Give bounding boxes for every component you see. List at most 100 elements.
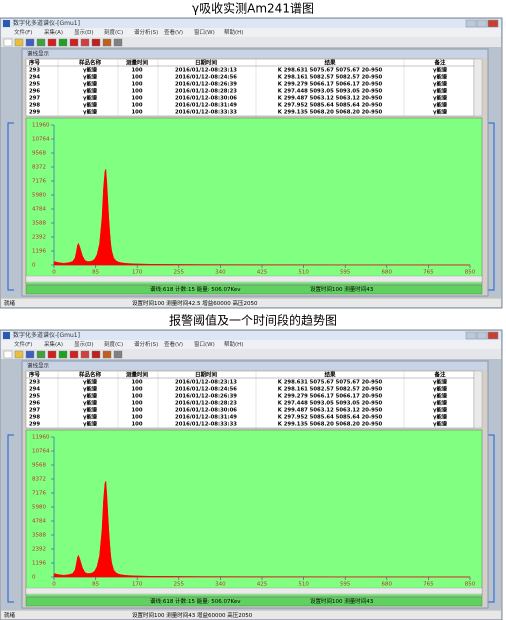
table-header[interactable]: 测量时间 bbox=[126, 58, 149, 66]
table-cell: γ能谱 bbox=[433, 80, 448, 88]
table-cell: 100 bbox=[131, 380, 142, 386]
toolbar-button[interactable] bbox=[3, 38, 13, 47]
toolbar-button[interactable] bbox=[47, 38, 57, 47]
toolbar-button[interactable] bbox=[102, 350, 112, 359]
spectrum-area bbox=[53, 168, 471, 266]
menu-item[interactable]: 文件(F) bbox=[14, 340, 32, 348]
table-cell: 297 bbox=[29, 96, 40, 102]
menu-item[interactable]: 刻度(C) bbox=[104, 28, 123, 36]
table-header[interactable]: 日期时间 bbox=[195, 370, 218, 378]
toolbar-button[interactable] bbox=[113, 38, 123, 47]
toolbar-button[interactable] bbox=[36, 350, 46, 359]
table-cell: K 299.135 5068.20 5068.20 20-950 bbox=[278, 110, 383, 116]
table-cell: 100 bbox=[131, 96, 142, 102]
table-cell: γ能谱 bbox=[83, 94, 98, 102]
table-cell: 100 bbox=[131, 103, 142, 109]
toolbar bbox=[1, 349, 501, 359]
table-header[interactable]: 结果 bbox=[324, 58, 336, 66]
window-button[interactable] bbox=[476, 331, 488, 340]
table-cell: γ能谱 bbox=[433, 392, 448, 400]
toolbar-button[interactable] bbox=[25, 350, 35, 359]
table-cell: 293 bbox=[29, 68, 40, 74]
toolbar-button[interactable] bbox=[113, 350, 123, 359]
toolbar-button[interactable] bbox=[91, 350, 101, 359]
y-tick-label: 2392 bbox=[32, 235, 46, 241]
toolbar-button[interactable] bbox=[102, 38, 112, 47]
footer-text: 就绪 bbox=[4, 299, 16, 307]
window-title: 数字化多道谱仪-[Gmu1] bbox=[13, 19, 80, 27]
menu-item[interactable]: 谱分析(S) bbox=[134, 28, 158, 36]
menu-item[interactable]: 帮助(H) bbox=[224, 28, 243, 36]
x-tick-label: 510 bbox=[298, 582, 309, 588]
toolbar-button[interactable] bbox=[80, 38, 90, 47]
menu-item[interactable]: 文件(F) bbox=[14, 28, 32, 36]
y-tick-label: 9568 bbox=[32, 463, 46, 469]
table-header[interactable]: 序号 bbox=[28, 370, 41, 378]
window-button[interactable] bbox=[487, 19, 499, 28]
menu-item[interactable]: 显示(D) bbox=[74, 341, 94, 348]
table-cell: K 298.161 5082.57 5082.57 20-950 bbox=[278, 75, 383, 81]
table-cell: γ能谱 bbox=[83, 420, 98, 428]
menu-item[interactable]: 帮助(H) bbox=[224, 340, 243, 348]
x-tick-label: 850 bbox=[465, 582, 476, 588]
toolbar-button[interactable] bbox=[69, 38, 79, 47]
toolbar-button[interactable] bbox=[25, 38, 35, 47]
x-tick-label: 85 bbox=[92, 270, 99, 276]
title-bar bbox=[1, 331, 501, 340]
x-tick-label: 255 bbox=[174, 582, 185, 588]
x-tick-label: 255 bbox=[174, 270, 185, 276]
table-header[interactable]: 样品名称 bbox=[79, 370, 102, 378]
toolbar-button[interactable] bbox=[58, 350, 68, 359]
table-header[interactable]: 序号 bbox=[28, 58, 41, 66]
toolbar-button[interactable] bbox=[80, 350, 90, 359]
menu-item[interactable]: 查看(V) bbox=[164, 28, 183, 36]
menu-bar bbox=[1, 340, 501, 349]
y-tick-label: 9568 bbox=[32, 151, 46, 157]
menu-item[interactable]: 采集(A) bbox=[44, 340, 63, 348]
table-header[interactable]: 结果 bbox=[324, 370, 336, 378]
table-cell: K 298.631 5075.67 5075.67 20-950 bbox=[278, 68, 383, 74]
table-cell: γ能谱 bbox=[433, 87, 448, 95]
toolbar-button[interactable] bbox=[14, 38, 24, 47]
table-cell: γ能谱 bbox=[83, 87, 98, 95]
table-header[interactable]: 测量时间 bbox=[126, 370, 149, 378]
window-button[interactable] bbox=[476, 19, 488, 28]
toolbar-button[interactable] bbox=[58, 38, 68, 47]
menu-item[interactable]: 谱分析(S) bbox=[134, 340, 158, 348]
menu-item[interactable]: 查看(V) bbox=[164, 340, 183, 348]
window-button[interactable] bbox=[465, 331, 477, 340]
menu-item[interactable]: 显示(D) bbox=[74, 29, 94, 36]
x-tick-label: 170 bbox=[132, 582, 143, 588]
x-tick-label: 850 bbox=[465, 270, 476, 276]
menu-item[interactable]: 采集(A) bbox=[44, 28, 63, 36]
toolbar-button[interactable] bbox=[3, 350, 13, 359]
toolbar-button[interactable] bbox=[47, 350, 57, 359]
app-icon bbox=[3, 332, 10, 339]
toolbar-button[interactable] bbox=[69, 350, 79, 359]
y-tick-label: 7176 bbox=[32, 491, 46, 497]
table-cell: 2016/01/12-08:33:33 bbox=[175, 422, 237, 428]
menu-item[interactable]: 窗口(W) bbox=[194, 28, 215, 36]
table-cell: 297 bbox=[29, 408, 40, 414]
table-header[interactable]: 样品名称 bbox=[79, 58, 102, 66]
footer-text: 就绪 bbox=[4, 611, 16, 619]
footer-bar bbox=[1, 299, 501, 307]
menu-item[interactable]: 窗口(W) bbox=[194, 340, 215, 348]
menu-item[interactable]: 刻度(C) bbox=[104, 340, 123, 348]
table-cell: 296 bbox=[29, 401, 40, 407]
table-header[interactable]: 日期时间 bbox=[195, 58, 218, 66]
app-window: 数字化多道谱仪-[Gmu1]文件(F) 采集(A) 显示(D) 刻度(C) 谱分析(S)… bbox=[0, 329, 503, 620]
y-tick-label: 0 bbox=[32, 575, 36, 581]
table-header[interactable]: 备注 bbox=[433, 58, 446, 66]
y-tick-label: 4784 bbox=[32, 207, 46, 213]
toolbar-button[interactable] bbox=[91, 38, 101, 47]
toolbar-button[interactable] bbox=[14, 350, 24, 359]
table-cell: 100 bbox=[131, 68, 142, 74]
y-tick-label: 3588 bbox=[32, 221, 46, 227]
window-button[interactable] bbox=[465, 19, 477, 28]
table-header[interactable]: 备注 bbox=[433, 370, 446, 378]
table-bg bbox=[25, 58, 475, 117]
toolbar-button[interactable] bbox=[36, 38, 46, 47]
window-button[interactable] bbox=[487, 331, 499, 340]
table-cell: 299 bbox=[29, 110, 40, 116]
